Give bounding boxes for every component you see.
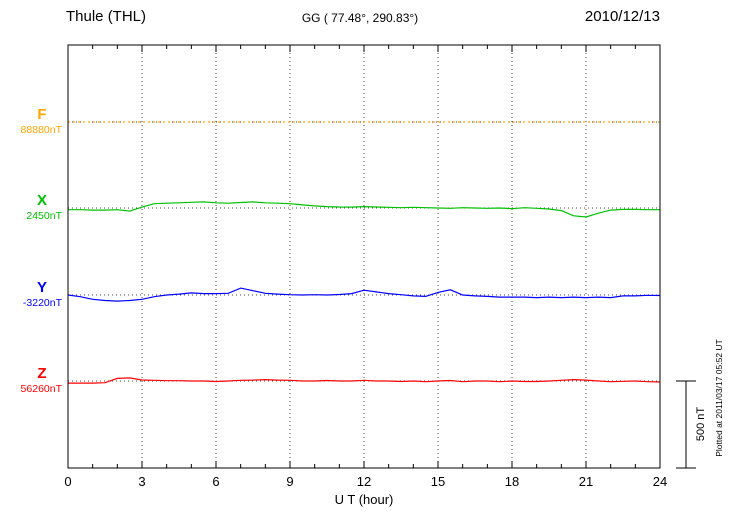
series-z-trace xyxy=(68,377,661,384)
station-title: Thule (THL) xyxy=(66,8,147,25)
x-axis-tick-labels: 0 3 6 9 12 15 18 21 24 xyxy=(0,474,730,490)
x-tick-label: 6 xyxy=(212,474,220,489)
x-tick-label: 9 xyxy=(286,474,294,489)
x-axis-label: U T (hour) xyxy=(334,492,394,507)
series-f-label: F xyxy=(37,106,47,123)
plot-frame xyxy=(67,44,661,469)
series-x-baseline-value: 2450nT xyxy=(26,210,62,222)
series-z-label: Z xyxy=(37,365,47,382)
series-y-label: Y xyxy=(36,279,47,296)
scale-bar-label: 500 nT xyxy=(695,406,707,442)
x-tick-label: 0 xyxy=(64,474,72,489)
x-tick-label: 18 xyxy=(504,474,520,489)
x-tick-label: 12 xyxy=(356,474,372,489)
series-f-baseline-value: 88880nT xyxy=(20,124,62,136)
x-tick-label: 3 xyxy=(138,474,146,489)
x-tick-label: 24 xyxy=(652,474,668,489)
plotted-at-note: Plotted at 2011/03/17 05:52 UT xyxy=(714,339,724,457)
geo-coordinates: GG ( 77.48°, 290.83°) xyxy=(301,11,419,25)
series-x-label: X xyxy=(36,192,47,209)
series-x-trace xyxy=(68,201,660,218)
x-tick-label: 21 xyxy=(578,474,594,489)
series-y-baseline-value: -3220nT xyxy=(22,297,62,309)
plot-date: 2010/12/13 xyxy=(584,8,660,25)
series-z-baseline-value: 56260nT xyxy=(20,383,62,395)
x-tick-label: 15 xyxy=(430,474,446,489)
series-y-trace xyxy=(67,287,661,302)
